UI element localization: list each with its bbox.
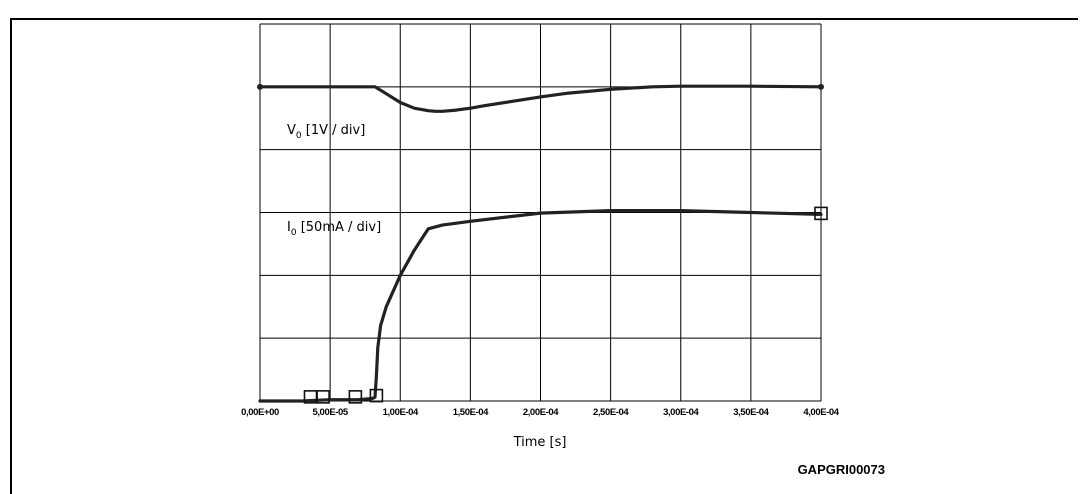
x-tick-label: 1,50E-04 <box>453 407 489 418</box>
caption-strip <box>0 0 1080 12</box>
series-endpoint-vo <box>257 83 263 90</box>
x-tick-label: 1,00E-04 <box>383 407 419 418</box>
io-annotation: I0 [50mA / div] <box>287 220 381 238</box>
series-marker <box>316 390 330 404</box>
series-line-i0 <box>258 209 823 403</box>
x-tick-labels: 0,00E+00 5,00E-05 1,00E-04 1,50E-04 2,00E-04… <box>241 407 840 418</box>
x-axis-label: Time [s] <box>513 435 567 450</box>
x-tick-label: 4,00E-04 <box>803 407 839 418</box>
series-layer <box>257 83 824 403</box>
markers-layer <box>303 206 828 404</box>
x-tick-label: 0,00E+00 <box>241 407 279 418</box>
figure-frame <box>10 18 1078 494</box>
series-line-v0 <box>258 84 823 113</box>
x-tick-label: 3,00E-04 <box>663 407 699 418</box>
vo-annotation: V0 [1V / div] <box>287 123 365 141</box>
series-marker <box>348 390 363 404</box>
series-endpoint-vo <box>818 83 824 90</box>
x-tick-label: 2,00E-04 <box>523 407 559 418</box>
series-marker <box>814 206 828 221</box>
x-tick-label: 2,50E-04 <box>593 407 629 418</box>
figure-reference-code: GAPGRI00073 <box>798 462 885 477</box>
series-marker <box>369 388 384 403</box>
x-tick-label: 3,50E-04 <box>733 407 769 418</box>
x-tick-label: 5,00E-05 <box>312 407 348 418</box>
